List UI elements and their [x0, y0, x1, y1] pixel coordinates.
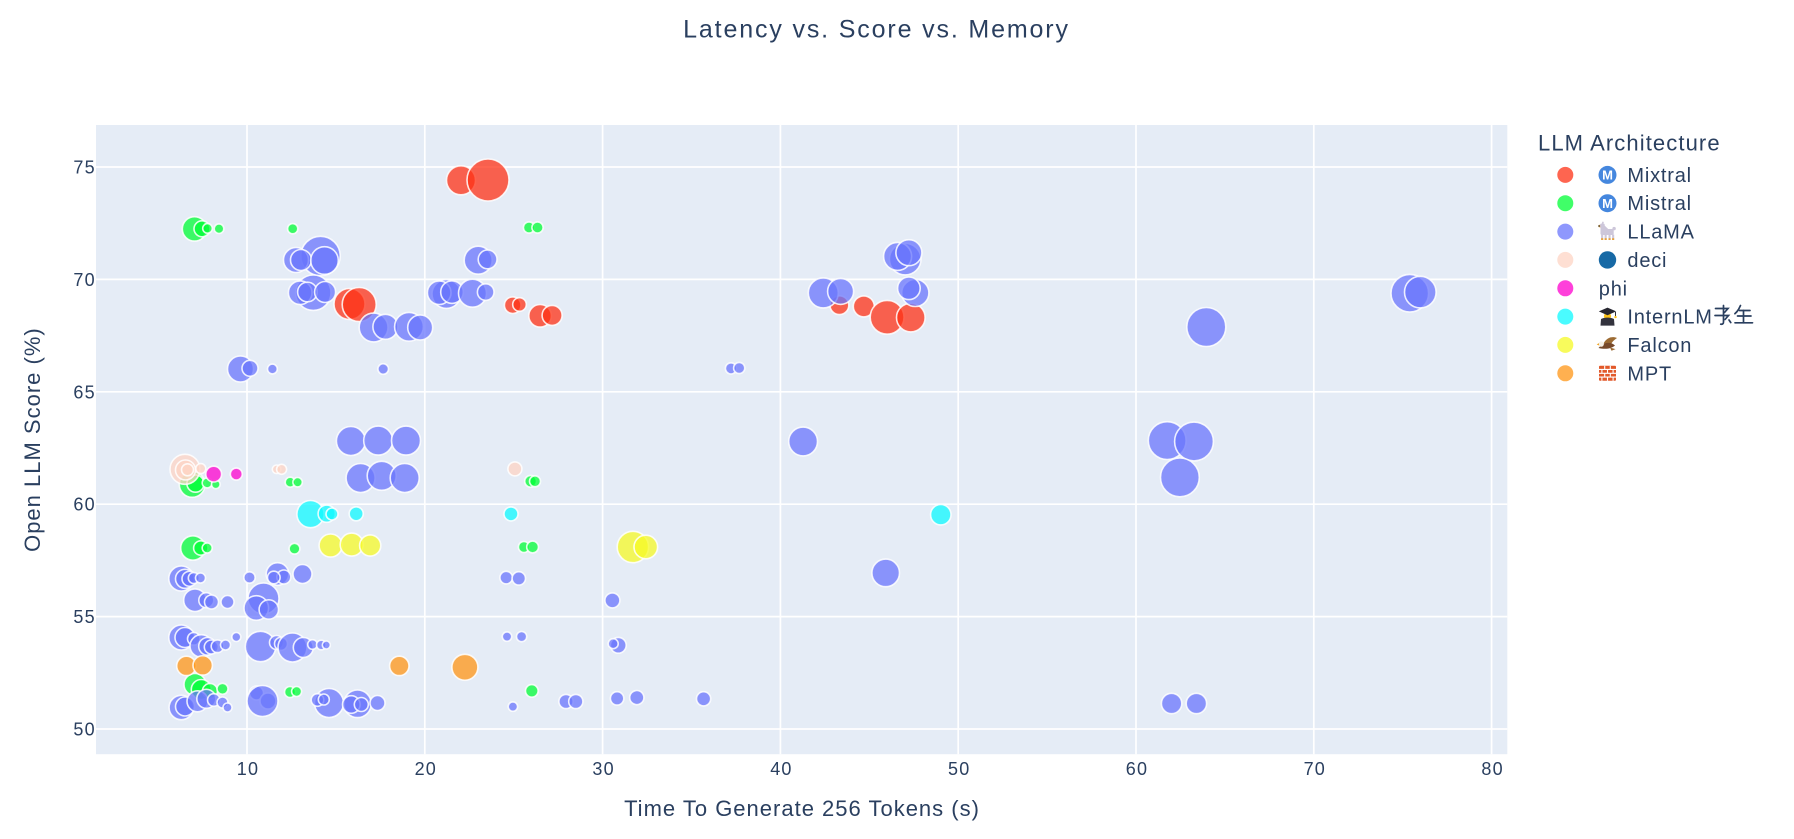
svg-text:75: 75 — [73, 158, 95, 178]
svg-text:50: 50 — [948, 759, 970, 779]
svg-text:phi: phi — [1599, 278, 1628, 300]
svg-text:M: M — [1602, 168, 1613, 183]
svg-text:Mixtral: Mixtral — [1627, 165, 1692, 187]
svg-text:LLaMA: LLaMA — [1627, 222, 1694, 244]
svg-text:50: 50 — [73, 720, 95, 740]
svg-text:70: 70 — [73, 270, 95, 290]
svg-text:deci: deci — [1627, 250, 1667, 272]
svg-text:80: 80 — [1481, 759, 1503, 779]
svg-text:10: 10 — [237, 759, 259, 779]
svg-text:Latency vs. Score vs. Memory: Latency vs. Score vs. Memory — [683, 16, 1070, 44]
svg-text:70: 70 — [1304, 759, 1326, 779]
svg-text:30: 30 — [592, 759, 614, 779]
svg-text:20: 20 — [415, 759, 437, 779]
svg-text:MPT: MPT — [1627, 363, 1672, 385]
svg-text:LLM Architecture: LLM Architecture — [1538, 131, 1721, 156]
svg-text:Open LLM Score (%): Open LLM Score (%) — [20, 327, 45, 552]
svg-text:M: M — [1602, 196, 1613, 211]
svg-text:60: 60 — [73, 495, 95, 515]
svg-text:40: 40 — [770, 759, 792, 779]
svg-text:55: 55 — [73, 607, 95, 627]
svg-text:InternLM: InternLM — [1627, 307, 1712, 329]
svg-text:Falcon: Falcon — [1627, 335, 1692, 357]
svg-text:Mistral: Mistral — [1627, 193, 1692, 215]
svg-text:Time To Generate 256 Tokens (s: Time To Generate 256 Tokens (s) — [624, 796, 980, 821]
svg-text:65: 65 — [73, 382, 95, 402]
svg-text:60: 60 — [1126, 759, 1148, 779]
